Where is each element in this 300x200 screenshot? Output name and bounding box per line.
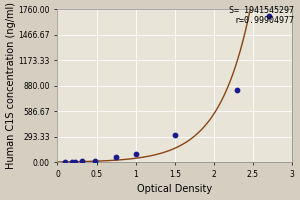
Point [266, 14, 271, 18]
Point [93, 159, 98, 162]
Point [133, 152, 138, 155]
Point [80, 160, 85, 163]
Point [69, 161, 74, 164]
Point [63, 161, 68, 164]
Point [172, 134, 177, 137]
Point [72, 160, 77, 163]
Point [114, 155, 118, 159]
Point [235, 88, 240, 92]
X-axis label: Optical Density: Optical Density [137, 184, 212, 194]
Y-axis label: Human C1S concentration (ng/ml): Human C1S concentration (ng/ml) [6, 2, 16, 169]
Text: S= 1941545297
r=0.99904977: S= 1941545297 r=0.99904977 [229, 6, 294, 25]
